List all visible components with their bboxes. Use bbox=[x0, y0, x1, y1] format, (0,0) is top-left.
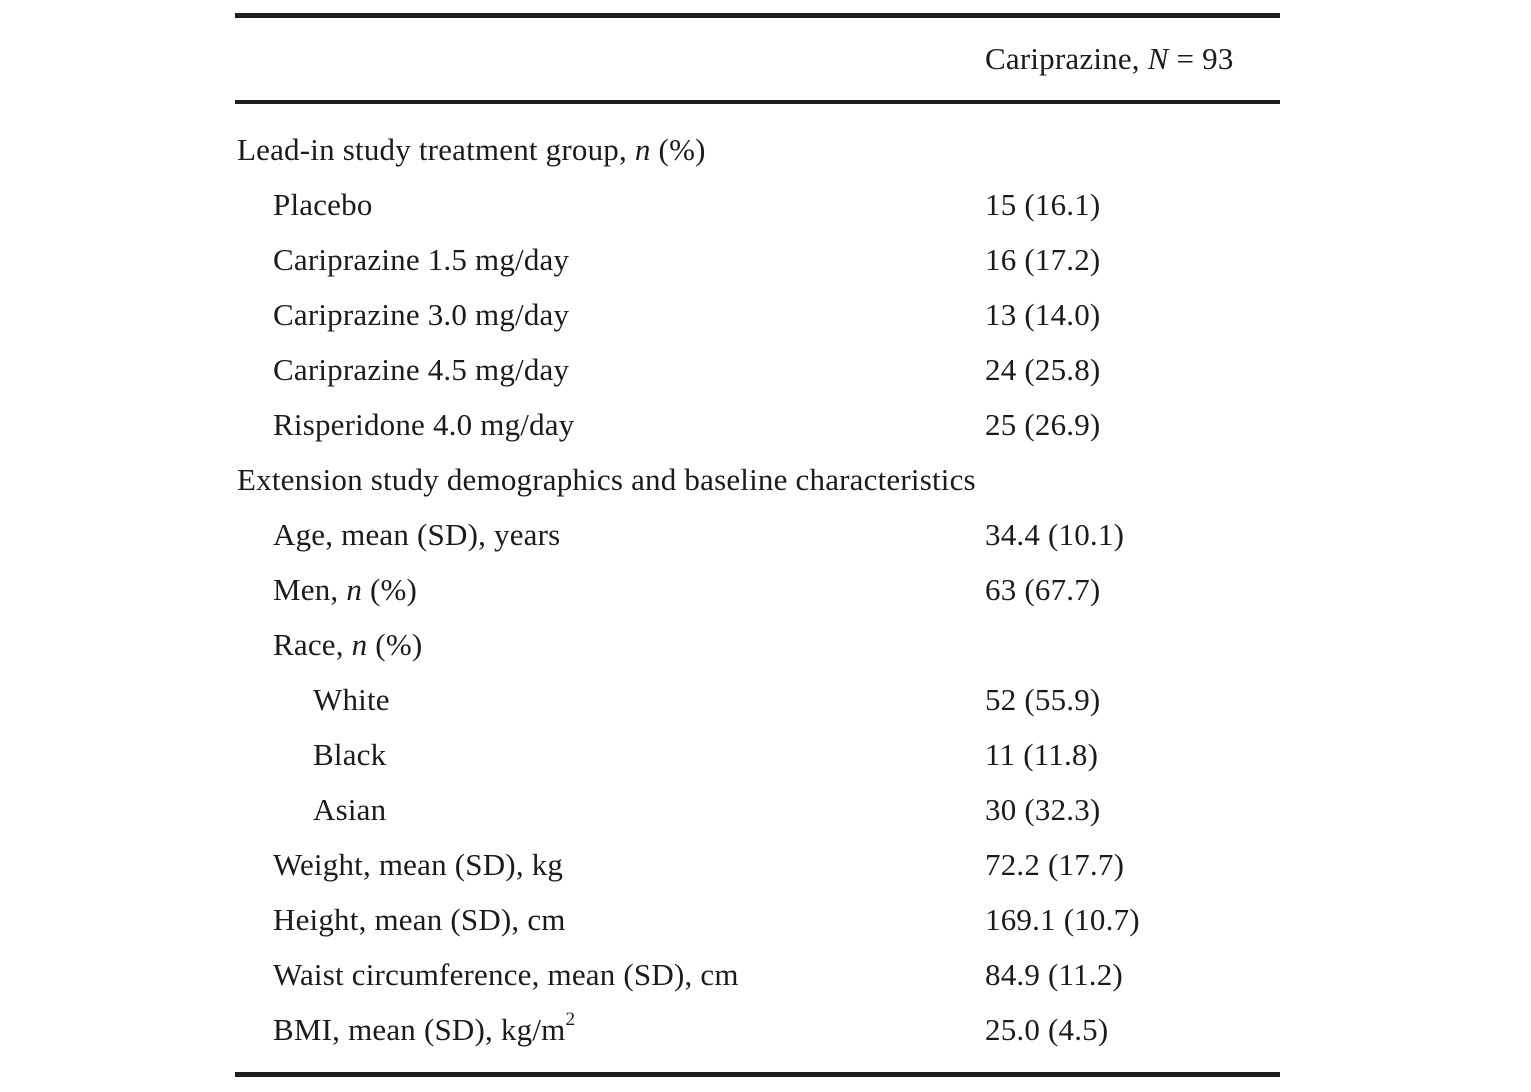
row-cariprazine-4-5: Cariprazine 4.5 mg/day 24 (25.8) bbox=[235, 342, 1280, 397]
row-waist-circumference: Waist circumference, mean (SD), cm 84.9 … bbox=[235, 947, 1280, 1002]
row-value: 63 (67.7) bbox=[985, 571, 1101, 607]
row-label: Cariprazine 4.5 mg/day bbox=[273, 351, 570, 387]
row-value: 25.0 (4.5) bbox=[985, 1011, 1109, 1047]
table-header-row: Cariprazine, N = 93 bbox=[235, 18, 1280, 104]
row-label: Asian bbox=[313, 791, 387, 827]
row-label: Black bbox=[313, 736, 387, 772]
row-value: 16 (17.2) bbox=[985, 241, 1101, 277]
row-race-asian: Asian 30 (32.3) bbox=[235, 782, 1280, 837]
row-value: 72.2 (17.7) bbox=[985, 846, 1125, 882]
row-label: Cariprazine 3.0 mg/day bbox=[273, 296, 570, 332]
row-value: 34.4 (10.1) bbox=[985, 516, 1125, 552]
row-value: 84.9 (11.2) bbox=[985, 956, 1123, 992]
row-cariprazine-3-0: Cariprazine 3.0 mg/day 13 (14.0) bbox=[235, 287, 1280, 342]
row-label: Placebo bbox=[273, 186, 373, 222]
row-weight: Weight, mean (SD), kg 72.2 (17.7) bbox=[235, 837, 1280, 892]
row-label: Men, n (%) bbox=[273, 571, 418, 607]
row-label: BMI, mean (SD), kg/m2 bbox=[273, 1009, 576, 1047]
row-value: 13 (14.0) bbox=[985, 296, 1101, 332]
row-label: Risperidone 4.0 mg/day bbox=[273, 406, 575, 442]
row-race: Race, n (%) bbox=[235, 617, 1280, 672]
row-label: Extension study demographics and baselin… bbox=[237, 461, 976, 497]
row-label: Age, mean (SD), years bbox=[273, 516, 561, 552]
baseline-characteristics-table: Cariprazine, N = 93 Lead-in study treatm… bbox=[235, 13, 1280, 1077]
row-extension-section-header: Extension study demographics and baselin… bbox=[235, 452, 1280, 507]
row-placebo: Placebo 15 (16.1) bbox=[235, 177, 1280, 232]
row-value: 52 (55.9) bbox=[985, 681, 1101, 717]
header-italic-n: N bbox=[1147, 41, 1169, 76]
header-text: Cariprazine, bbox=[985, 41, 1148, 76]
row-race-white: White 52 (55.9) bbox=[235, 672, 1280, 727]
row-label: Lead-in study treatment group, n (%) bbox=[237, 131, 706, 167]
row-value: 24 (25.8) bbox=[985, 351, 1101, 387]
row-lead-in-group: Lead-in study treatment group, n (%) bbox=[235, 122, 1280, 177]
row-age: Age, mean (SD), years 34.4 (10.1) bbox=[235, 507, 1280, 562]
row-value: 25 (26.9) bbox=[985, 406, 1101, 442]
row-value: 169.1 (10.7) bbox=[985, 901, 1140, 937]
row-label: Race, n (%) bbox=[273, 626, 423, 662]
table-body: Lead-in study treatment group, n (%) Pla… bbox=[235, 104, 1280, 1072]
row-value: 11 (11.8) bbox=[985, 736, 1099, 772]
row-value: 30 (32.3) bbox=[985, 791, 1101, 827]
row-height: Height, mean (SD), cm 169.1 (10.7) bbox=[235, 892, 1280, 947]
row-value: 15 (16.1) bbox=[985, 186, 1101, 222]
bmi-superscript: 2 bbox=[565, 1009, 576, 1031]
row-bmi: BMI, mean (SD), kg/m2 25.0 (4.5) bbox=[235, 1002, 1280, 1057]
row-label: Height, mean (SD), cm bbox=[273, 901, 566, 937]
row-men: Men, n (%) 63 (67.7) bbox=[235, 562, 1280, 617]
column-header-cariprazine-n: Cariprazine, N = 93 bbox=[985, 41, 1234, 77]
row-label: White bbox=[313, 681, 390, 717]
row-cariprazine-1-5: Cariprazine 1.5 mg/day 16 (17.2) bbox=[235, 232, 1280, 287]
row-label: Weight, mean (SD), kg bbox=[273, 846, 564, 882]
row-risperidone-4-0: Risperidone 4.0 mg/day 25 (26.9) bbox=[235, 397, 1280, 452]
header-text-post: = 93 bbox=[1168, 41, 1234, 76]
row-label: Cariprazine 1.5 mg/day bbox=[273, 241, 570, 277]
row-label: Waist circumference, mean (SD), cm bbox=[273, 956, 739, 992]
row-race-black: Black 11 (11.8) bbox=[235, 727, 1280, 782]
